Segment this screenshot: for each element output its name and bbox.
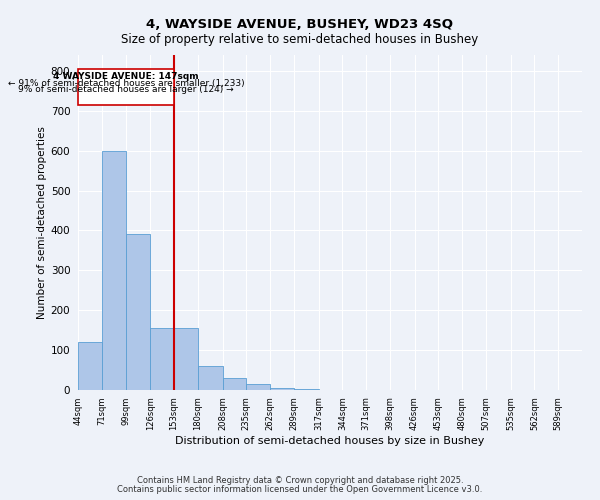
Bar <box>294 389 319 390</box>
Text: Contains public sector information licensed under the Open Government Licence v3: Contains public sector information licen… <box>118 485 482 494</box>
Y-axis label: Number of semi-detached properties: Number of semi-detached properties <box>37 126 47 319</box>
Text: 4, WAYSIDE AVENUE, BUSHEY, WD23 4SQ: 4, WAYSIDE AVENUE, BUSHEY, WD23 4SQ <box>146 18 454 30</box>
Text: 4 WAYSIDE AVENUE: 147sqm: 4 WAYSIDE AVENUE: 147sqm <box>53 72 199 81</box>
Bar <box>102 150 127 390</box>
Text: Contains HM Land Registry data © Crown copyright and database right 2025.: Contains HM Land Registry data © Crown c… <box>137 476 463 485</box>
Text: Size of property relative to semi-detached houses in Bushey: Size of property relative to semi-detach… <box>121 32 479 46</box>
Bar <box>270 388 294 390</box>
Bar <box>223 378 246 390</box>
X-axis label: Distribution of semi-detached houses by size in Bushey: Distribution of semi-detached houses by … <box>175 436 485 446</box>
Text: 9% of semi-detached houses are larger (124) →: 9% of semi-detached houses are larger (1… <box>18 86 234 94</box>
Bar <box>174 328 198 390</box>
Bar <box>150 328 174 390</box>
Text: ← 91% of semi-detached houses are smaller (1,233): ← 91% of semi-detached houses are smalle… <box>8 79 244 88</box>
Bar <box>78 342 102 390</box>
Bar <box>127 234 150 390</box>
FancyBboxPatch shape <box>78 69 174 105</box>
Bar <box>198 366 223 390</box>
Bar <box>246 384 270 390</box>
